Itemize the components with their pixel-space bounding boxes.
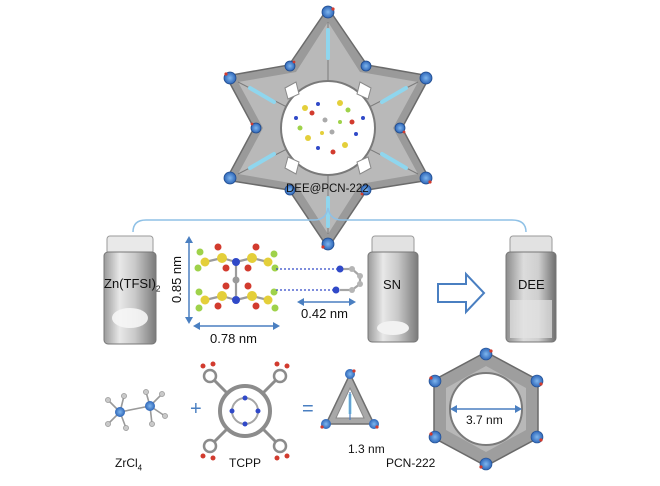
zn-tfsi-vial-image xyxy=(103,235,157,345)
pore-small-label: 1.3 nm xyxy=(348,442,385,456)
zrcl-main-text: ZrCl xyxy=(115,456,138,470)
sn-molecule-image xyxy=(332,265,363,294)
dim-vertical-label: 0.85 nm xyxy=(168,256,184,303)
tcpp-molecule-image xyxy=(200,361,290,461)
pcn-222-hexagon-image xyxy=(428,347,544,471)
tcpp-label: TCPP xyxy=(229,456,262,470)
equals-sign: = xyxy=(302,398,314,420)
pore-large-label: 3.7 nm xyxy=(466,413,503,427)
zn-salt-subscript: 2 xyxy=(156,284,161,294)
hollow-right-arrow-icon xyxy=(437,271,486,315)
sn-label: SN xyxy=(383,277,402,292)
dim-vertical-arrow xyxy=(185,236,193,324)
dim-sn-arrow xyxy=(297,298,356,306)
zn-salt-main-text: Zn(TFSI) xyxy=(104,276,156,291)
tfsi-molecule-image xyxy=(194,243,279,312)
sn-vial-image xyxy=(367,235,419,343)
triangle-pore-image xyxy=(320,369,379,429)
pcn-222-label: PCN-222 xyxy=(386,456,436,470)
zrcl4-molecule-image xyxy=(105,389,168,431)
dim-horizontal-label: 0.78 nm xyxy=(210,331,257,346)
bracket-connector xyxy=(132,207,527,233)
zrcl-subscript: 4 xyxy=(137,463,143,473)
dee-vial-image xyxy=(505,235,557,343)
interaction-dotted-lines xyxy=(276,268,340,291)
dim-horizontal-arrow xyxy=(193,322,280,330)
framework-title: DEE@PCN-222 xyxy=(286,183,369,195)
dim-sn-label: 0.42 nm xyxy=(301,306,348,321)
zn-salt-label: Zn(TFSI)2 xyxy=(104,276,160,294)
zrcl4-label: ZrCl4 xyxy=(115,456,142,472)
plus-sign: + xyxy=(190,398,202,420)
dee-pcn-framework-image xyxy=(223,5,433,251)
dee-label: DEE xyxy=(518,277,545,292)
